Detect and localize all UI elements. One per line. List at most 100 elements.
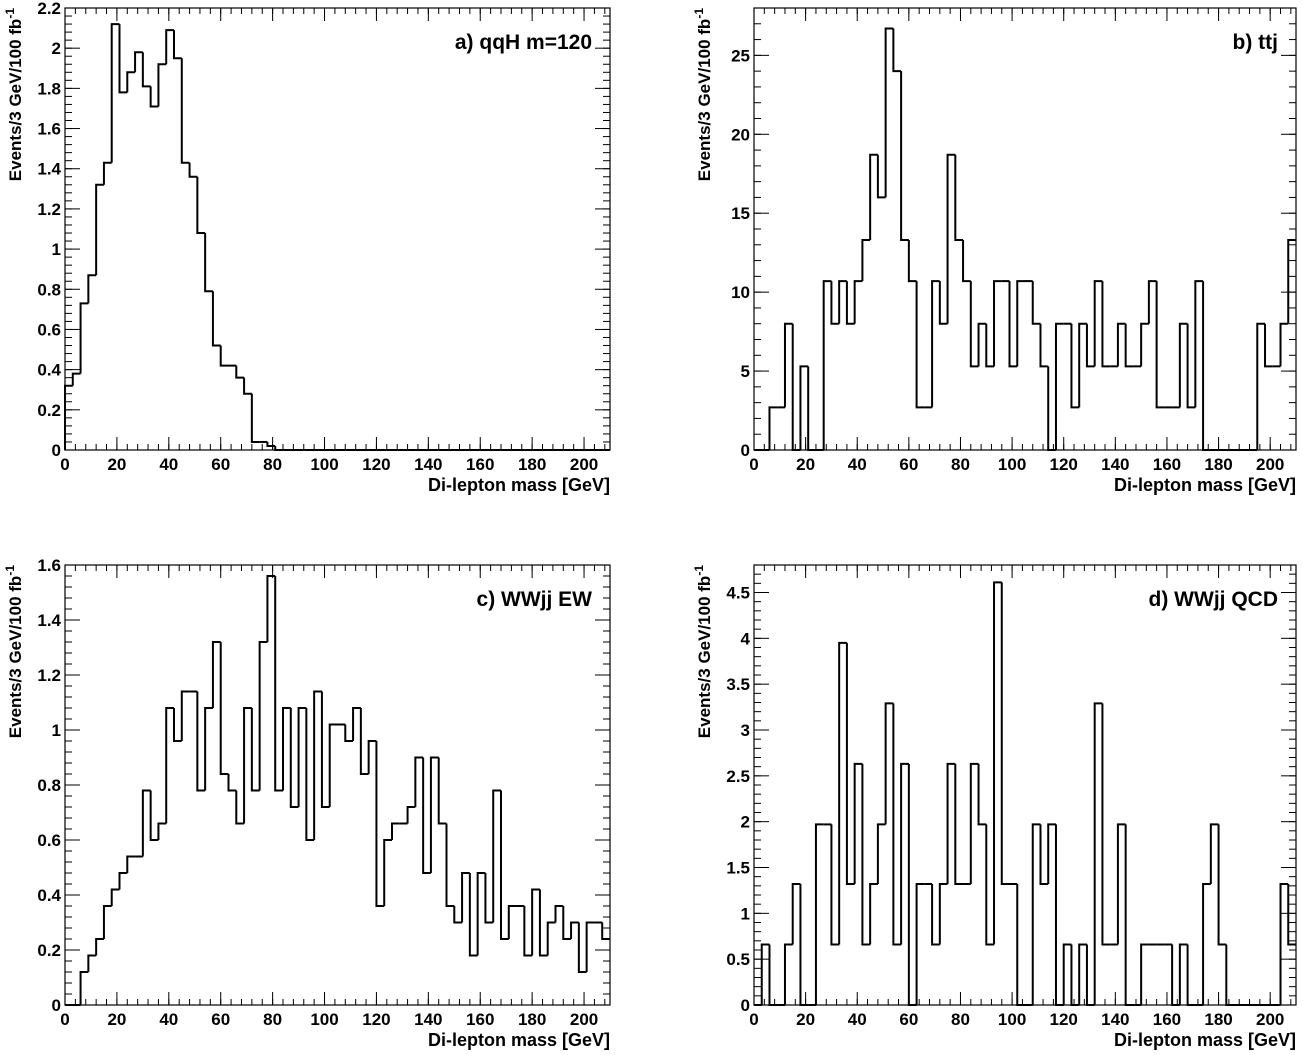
- y-axis-label: Events/3 GeV/100 fb-1: [692, 565, 714, 739]
- histogram-bin: [383, 839, 392, 906]
- histogram-bin: [570, 921, 579, 939]
- y-tick-label: 2.5: [726, 767, 750, 786]
- x-tick-label: 180: [1204, 455, 1232, 474]
- histogram-bin: [219, 345, 229, 367]
- histogram-bin: [1093, 702, 1103, 1005]
- x-axis-label: Di-lepton mass [GeV]: [428, 475, 610, 495]
- histogram-bin: [289, 708, 299, 808]
- histogram-bin: [931, 280, 940, 408]
- histogram-bin: [173, 30, 182, 60]
- histogram-bin: [507, 905, 517, 939]
- y-tick-label: 1: [52, 721, 61, 740]
- histogram-bin: [1047, 366, 1056, 451]
- histogram-bin: [180, 690, 190, 741]
- histogram-bin: [141, 52, 151, 88]
- histogram-bin: [1078, 322, 1087, 408]
- x-tick-label: 80: [263, 1010, 282, 1029]
- y-tick-label: 4: [741, 629, 751, 648]
- histogram-bin: [907, 763, 917, 1006]
- histogram-bin: [235, 365, 245, 379]
- histogram-bin: [892, 28, 902, 73]
- histogram-bin: [799, 884, 809, 1006]
- panel-a: 0 20 40 60 80 100 120 140 160 180 200 0 0.2 0.4 0.6 0.8…: [3, 0, 611, 495]
- histogram-bin: [1217, 824, 1227, 946]
- histogram-bin: [1124, 824, 1134, 1006]
- panel-title: a) qqH m=120: [455, 31, 592, 54]
- histogram-bin: [437, 757, 447, 825]
- histogram-bin: [492, 789, 501, 923]
- x-tick-label: 180: [1204, 1010, 1232, 1029]
- x-tick-label: 20: [107, 455, 126, 474]
- histogram-bin: [869, 153, 878, 241]
- histogram-bin: [768, 944, 778, 1006]
- histogram-bin: [165, 29, 174, 65]
- histogram-bin: [173, 708, 182, 742]
- histogram-bin: [892, 703, 902, 946]
- histogram-bin: [211, 291, 221, 347]
- histogram-bin: [235, 790, 245, 825]
- y-tick-label: 2: [52, 39, 61, 58]
- histogram-bin: [484, 873, 494, 924]
- x-tick-label: 120: [1050, 455, 1078, 474]
- histogram-bin: [1070, 323, 1080, 409]
- histogram-bin: [1147, 280, 1157, 324]
- panel-title: b) ttj: [1233, 31, 1278, 54]
- histogram-bin: [601, 922, 610, 940]
- histogram-bin: [95, 938, 104, 956]
- x-tick-label: 80: [263, 455, 282, 474]
- histogram-bin: [1116, 823, 1126, 945]
- histogram-bin: [869, 883, 878, 945]
- histogram-bin: [188, 162, 198, 178]
- histogram-bin: [1256, 322, 1266, 450]
- x-tick-label: 0: [749, 1010, 758, 1029]
- histogram-bin: [149, 86, 159, 108]
- histogram-bin: [1116, 322, 1126, 367]
- y-axis-label: Events/3 GeV/100 fb-1: [3, 8, 25, 182]
- histogram-bin: [250, 393, 260, 443]
- histogram-bin: [907, 240, 917, 283]
- x-tick-label: 120: [362, 455, 390, 474]
- y-tick-label: 0.6: [37, 831, 61, 850]
- histogram-bin: [134, 51, 143, 73]
- histogram-bin: [1178, 943, 1188, 1005]
- y-axis-label: Events/3 GeV/100 fb-1: [3, 565, 25, 739]
- histogram-bin: [118, 24, 128, 94]
- y-tick-label: 4.5: [726, 584, 750, 603]
- x-tick-label: 100: [310, 1010, 338, 1029]
- histogram-bin: [227, 774, 237, 792]
- y-tick-label: 1.2: [37, 666, 61, 685]
- histogram-bin: [87, 954, 97, 972]
- y-tick-label: 0.2: [37, 401, 61, 420]
- histogram-bin: [1287, 884, 1296, 946]
- histogram-bin: [282, 707, 291, 791]
- histogram-bin: [783, 943, 793, 1005]
- histogram-bin: [1140, 943, 1149, 1005]
- histogram-bin: [297, 707, 307, 807]
- histogram-bin: [577, 922, 587, 973]
- y-axis-label-superscript: -1: [3, 565, 17, 576]
- histogram-bin: [783, 322, 793, 408]
- histogram-bin: [814, 823, 824, 1005]
- histogram-bin: [915, 281, 925, 409]
- x-tick-label: 60: [899, 455, 918, 474]
- x-tick-label: 60: [211, 455, 230, 474]
- y-tick-label: 2.2: [37, 0, 61, 18]
- histogram-bin: [861, 763, 871, 946]
- y-tick-label: 0.4: [37, 886, 61, 905]
- histogram-bin: [993, 581, 1002, 945]
- x-tick-label: 40: [159, 455, 178, 474]
- x-tick-label: 180: [518, 1010, 546, 1029]
- histogram-bin: [1225, 944, 1235, 1006]
- y-tick-label: 0.2: [37, 941, 61, 960]
- x-axis-label: Di-lepton mass [GeV]: [428, 1030, 610, 1050]
- histogram-bin: [1140, 322, 1149, 367]
- histogram-bin: [876, 154, 886, 199]
- histogram-bin: [1155, 281, 1165, 409]
- y-axis-label-superscript: -1: [3, 8, 17, 19]
- histogram-bin: [760, 943, 770, 1005]
- histogram-bin: [219, 642, 229, 775]
- histogram-bin: [461, 872, 470, 923]
- x-tick-label: 140: [414, 1010, 442, 1029]
- histogram-bin: [954, 763, 964, 885]
- y-tick-label: 3.5: [726, 675, 750, 694]
